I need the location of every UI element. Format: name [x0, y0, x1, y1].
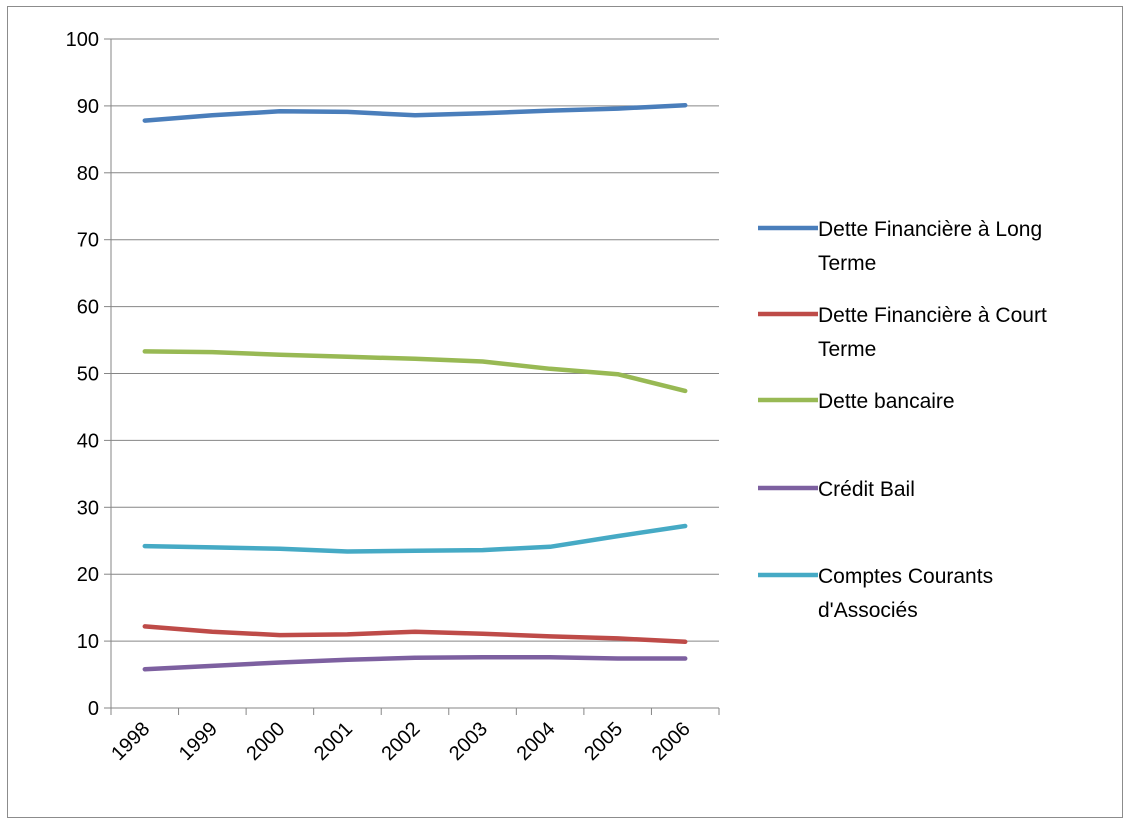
series-line-1: [142, 624, 688, 645]
y-tick-label: 80: [77, 163, 99, 185]
series-line-3: [142, 654, 688, 672]
legend-item-2: Dette bancaire: [758, 390, 955, 413]
legend-item-0: Dette Financière à Long Terme: [758, 218, 1042, 275]
legend-label: Crédit Bail: [818, 478, 915, 501]
y-tick-label: 60: [77, 297, 99, 319]
y-tick-label: 90: [77, 96, 99, 118]
legend-item-1: Dette Financière à Court Terme: [758, 304, 1047, 361]
y-tick-label: 30: [77, 497, 99, 519]
x-axis-ticks: 1998 1999 2000 2001 2002 2003 2004 2005 2006: [107, 708, 720, 765]
legend-label: d'Associés: [818, 599, 918, 622]
legend-label: Terme: [818, 338, 876, 361]
series-line-0: [142, 102, 688, 123]
series-line-4: [142, 523, 688, 554]
x-tick-label: 2006: [648, 718, 695, 765]
x-tick-label: 2000: [242, 718, 289, 765]
y-axis-ticks: 0 10 20 30 40 50 60 70 80 90 100: [66, 29, 111, 720]
legend-label: Dette Financière à Long: [818, 218, 1042, 241]
y-tick-label: 40: [77, 430, 99, 452]
chart-frame: [7, 6, 1123, 818]
x-tick-label: 2001: [310, 718, 357, 765]
legend-item-3: Crédit Bail: [758, 478, 915, 501]
y-tick-label: 100: [66, 29, 99, 51]
legend-label: Comptes Courants: [818, 565, 993, 588]
x-tick-label: 2004: [513, 718, 560, 765]
y-tick-label: 10: [77, 631, 99, 653]
legend-label: Terme: [818, 252, 876, 275]
y-tick-label: 50: [77, 364, 99, 386]
x-tick-label: 2005: [580, 718, 627, 765]
y-tick-label: 70: [77, 230, 99, 252]
y-tick-label: 0: [88, 698, 99, 720]
legend-item-4: Comptes Courants d'Associés: [758, 565, 993, 622]
x-tick-label: 1998: [107, 718, 154, 765]
y-tick-label: 20: [77, 564, 99, 586]
series-lines: [142, 102, 688, 672]
x-tick-label: 2003: [445, 718, 492, 765]
series-line-2: [142, 349, 688, 394]
x-tick-label: 2002: [378, 718, 425, 765]
x-tick-label: 1999: [175, 718, 222, 765]
legend-label: Dette Financière à Court: [818, 304, 1047, 327]
legend-label: Dette bancaire: [818, 390, 955, 413]
gridlines: [111, 38, 719, 642]
